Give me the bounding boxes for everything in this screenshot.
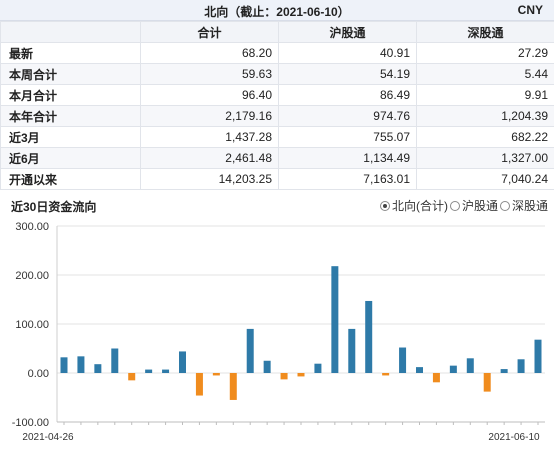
row-label: 本月合计	[0, 84, 141, 106]
bar	[162, 369, 170, 373]
cell-total: 1,437.28	[140, 126, 279, 148]
cell-shenzhen: 1,327.00	[416, 147, 554, 169]
cell-shenzhen: 7,040.24	[416, 168, 554, 190]
cell-total: 2,461.48	[140, 147, 279, 169]
bar	[500, 369, 508, 373]
series-option-shenzhen[interactable]: 深股通	[499, 197, 548, 214]
cell-total: 68.20	[140, 42, 279, 64]
cell-shanghai: 1,134.49	[278, 147, 417, 169]
bar	[263, 360, 271, 373]
y-tick-label: 100.00	[15, 319, 49, 331]
bar	[416, 367, 423, 373]
bar	[432, 373, 440, 383]
cell-total: 59.63	[140, 63, 279, 85]
bar	[449, 365, 457, 373]
bar	[60, 357, 68, 373]
series-option-label: 深股通	[511, 199, 548, 213]
y-tick-label: 200.00	[15, 270, 49, 282]
bar	[229, 373, 237, 400]
table-row: 最新 68.20 40.91 27.29	[0, 42, 554, 64]
radio-selected-icon[interactable]	[379, 200, 390, 211]
bar	[517, 359, 525, 373]
cell-shenzhen: 1,204.39	[416, 105, 554, 127]
column-header-shenzhen: 深股通	[416, 21, 554, 43]
cell-shanghai: 54.19	[278, 63, 417, 85]
y-tick-label: 0.00	[28, 368, 49, 380]
series-option-label: 沪股通	[461, 199, 498, 213]
cell-total: 14,203.25	[140, 168, 279, 190]
bar	[179, 351, 186, 373]
table-row: 开通以来 14,203.25 7,163.01 7,040.24	[0, 168, 554, 190]
bar	[77, 356, 85, 373]
bar	[382, 373, 390, 376]
x-tick-label-start: 2021-04-26	[22, 432, 74, 443]
bar	[94, 364, 102, 373]
bar	[331, 266, 339, 373]
fund-flow-bar-chart: 300.00 200.00 100.00 0.00 -100.00 2021-04-26 2…	[12, 221, 545, 443]
row-label: 最新	[0, 42, 141, 64]
cell-shenzhen: 5.44	[416, 63, 554, 85]
series-option-shanghai[interactable]: 沪股通	[449, 197, 498, 214]
cell-shanghai: 86.49	[278, 84, 417, 106]
series-selector: 北向(合计) 沪股通 深股通	[378, 197, 548, 214]
column-header-total: 合计	[140, 21, 279, 43]
y-tick-label: 300.00	[15, 221, 49, 233]
summary-table: 合计 沪股通 深股通 最新 68.20 40.91 27.29 本周合计 59.…	[0, 21, 554, 190]
table-header-row: 合计 沪股通 深股通	[0, 21, 554, 43]
currency-label: CNY	[517, 3, 543, 17]
column-header-shanghai: 沪股通	[278, 21, 417, 43]
bar	[195, 373, 203, 396]
bar	[145, 369, 153, 373]
y-tick-label: -100.00	[12, 417, 49, 429]
table-row: 近3月 1,437.28 755.07 682.22	[0, 126, 554, 148]
bar	[399, 347, 407, 373]
row-label: 本年合计	[0, 105, 141, 127]
row-label: 本周合计	[0, 63, 141, 85]
cell-shenzhen: 9.91	[416, 84, 554, 106]
bar	[280, 373, 288, 380]
bar	[365, 300, 373, 373]
cell-shenzhen: 27.29	[416, 42, 554, 64]
cell-shanghai: 40.91	[278, 42, 417, 64]
series-option-label: 北向(合计)	[391, 199, 448, 213]
page-title: 北向（截止：2021-06-10）	[204, 5, 350, 19]
bar	[212, 373, 220, 376]
bar	[111, 348, 119, 373]
radio-unselected-icon[interactable]	[499, 200, 510, 211]
cell-shanghai: 7,163.01	[278, 168, 417, 190]
table-row: 本年合计 2,179.16 974.76 1,204.39	[0, 105, 554, 127]
cell-shanghai: 974.76	[278, 105, 417, 127]
table-header-bar: 北向（截止：2021-06-10） CNY	[0, 0, 554, 21]
bar	[314, 363, 322, 373]
bar	[348, 328, 356, 373]
cell-shanghai: 755.07	[278, 126, 417, 148]
cell-total: 2,179.16	[140, 105, 279, 127]
table-row: 本周合计 59.63 54.19 5.44	[0, 63, 554, 85]
row-label: 近3月	[0, 126, 141, 148]
cell-shenzhen: 682.22	[416, 126, 554, 148]
bar	[128, 373, 136, 381]
bar	[534, 339, 542, 373]
row-label: 近6月	[0, 147, 141, 169]
bar	[297, 373, 305, 377]
row-label: 开通以来	[0, 168, 141, 190]
x-tick-label-end: 2021-06-10	[488, 432, 540, 443]
series-option-northbound[interactable]: 北向(合计)	[379, 197, 448, 214]
bar	[466, 358, 474, 373]
column-header-blank	[0, 21, 141, 43]
bar	[246, 328, 254, 373]
table-row: 本月合计 96.40 86.49 9.91	[0, 84, 554, 106]
table-row: 近6月 2,461.48 1,134.49 1,327.00	[0, 147, 554, 169]
cell-total: 96.40	[140, 84, 279, 106]
radio-unselected-icon[interactable]	[449, 200, 460, 211]
bar	[483, 373, 491, 392]
chart-title: 近30日资金流向	[11, 200, 97, 214]
